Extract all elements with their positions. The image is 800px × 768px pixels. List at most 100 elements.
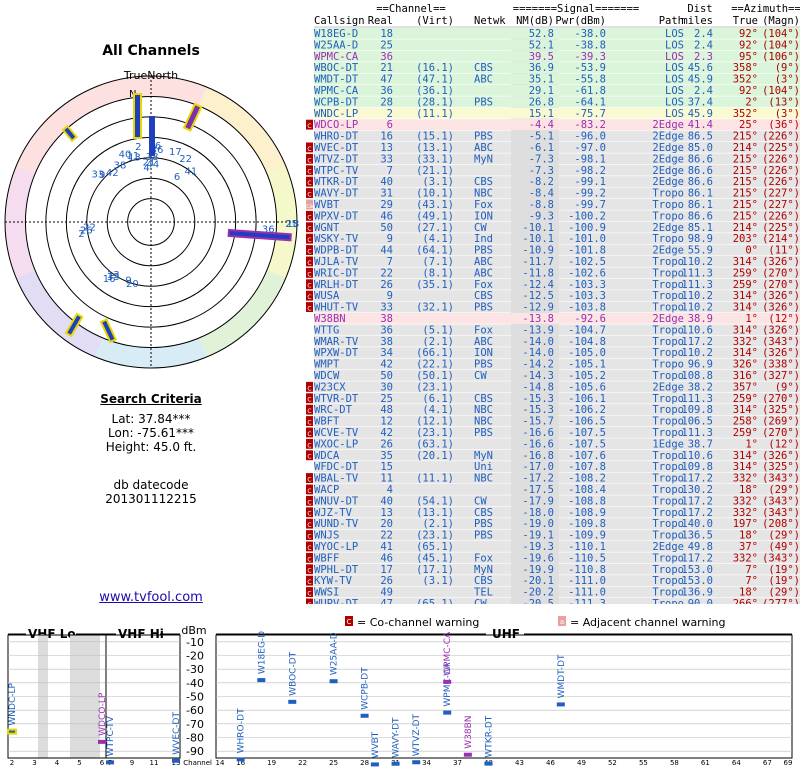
table-cell-path: Tropo [652,393,684,405]
table-cell-magn: (270°) [762,279,800,291]
azimuth-bar-north [133,93,142,139]
table-cell-callsign: WUSA [314,290,340,302]
table-row-bg [314,529,800,541]
compass-north: N [129,89,136,100]
table-cell-miles: 110.6 [681,450,713,462]
table-cell-magn: (29°) [768,484,800,496]
table-col-nm: NM(dB) [516,15,554,27]
table-row-warning-letter: C [307,442,311,449]
table-cell-nm: -14.8 [522,381,554,393]
table-cell-true: 352° [733,108,758,120]
table-cell-callsign: WCPB-DT [314,96,359,108]
table-cell-true: 332° [733,507,758,519]
table-cell-pwr: -105.0 [568,347,606,359]
table-row-warning-icon [306,552,313,563]
table-cell-real: 36 [380,85,393,97]
table-cell-magn: (214°) [762,233,800,245]
table-cell-netwk: ABC [474,256,493,268]
table-cell-netwk: MyN [474,564,493,576]
table-row-warning-letter: C [307,556,311,563]
table-cell-miles: 2.4 [694,85,713,97]
table-col-magn: (Magn) [762,15,800,27]
table-cell-netwk: CW [474,598,487,604]
tvfool-link[interactable]: www.tvfool.com [99,590,203,605]
table-cell-real: 33 [380,302,393,314]
table-cell-pwr: -97.0 [574,142,606,154]
table-cell-real: 7 [387,256,393,268]
table-cell-magn: (36°) [768,119,800,131]
table-row: WNDC-LP 2 (11.1) 15.1 -75.7 LOS 45.9 352° (3°) [314,107,800,120]
table-cell-callsign: WTPC-TV [314,165,359,177]
table-row-bg [314,472,800,484]
table-cell-real: 33 [380,153,393,165]
table-cell-pwr: -107.8 [568,461,606,473]
table-row-bg [314,563,800,575]
table-cell-magn: (49°) [768,541,800,553]
table-row: WHRO-DT 16 (15.1) PBS -5.1 -96.0 2Edge 86.5 215°… [314,130,800,143]
table-cell-netwk: PBS [474,427,493,439]
table-row: W18EG-D 18 52.8 -38.0 LOS 2.4 92° (104°) [314,28,800,40]
table-cell-nm: -19.0 [522,518,554,530]
table-row-warning-icon [306,416,313,426]
table-cell-true: 314° [733,256,758,268]
table-cell-nm: -13.8 [522,313,554,325]
spectrum-marker-label: WDCO-LP [98,692,108,736]
table-cell-magn: (270°) [762,393,800,405]
table-row-bg [314,370,800,381]
table-cell-netwk: PBS [474,302,493,314]
table-row-warning-icon [306,256,313,267]
table-cell-netwk: CBS [474,393,493,405]
table-cell-path: 2Edge [652,153,684,165]
azimuth-chart: TrueNorthN263836172264140111338422339444… [4,69,299,369]
table-cell-path: 2Edge [652,131,684,143]
table-cell-callsign: WRLH-DT [314,279,359,291]
spectrum-marker-label: WPMC-CA [443,662,453,707]
table-cell-true: 7° [745,575,758,587]
table-cell-netwk: NBC [474,416,493,428]
table-row-warning-letter: C [307,591,311,598]
table-cell-pwr: -39.3 [574,51,606,63]
panel-vhf-hi-title: VHF Hi [118,627,164,641]
table-cell-callsign: WVEC-DT [314,142,359,154]
table-cell-pwr: -104.7 [568,324,606,336]
table-cell-netwk: ABC [474,142,493,154]
spectrum-marker [236,757,245,762]
x-tick-label: 3 [32,759,36,767]
table-cell-real: 42 [380,359,393,371]
table-cell-magn: (327°) [762,370,800,382]
azimuth-point-label: 33 [107,272,120,283]
table-cell-true: 203° [733,233,758,245]
table-cell-path: Tropo [652,518,684,530]
table-cell-virt: (17.1) [416,564,454,576]
table-cell-real: 9 [387,290,393,302]
table-cell-pwr: -92.6 [574,313,606,325]
table-row-warning-letter: C [307,271,311,278]
legend-cochannel-letter: C [347,618,352,626]
table-cell-callsign: WUPV-DT [314,598,359,604]
table-cell-pwr: -110.8 [568,564,606,576]
table-cell-path: Tropo [652,564,684,576]
table-cell-real: 26 [380,279,393,291]
table-cell-true: 18° [739,530,758,542]
table-cell-real: 7 [387,165,393,177]
table-cell-true: 0° [745,245,758,257]
table-cell-nm: -19.9 [522,564,554,576]
table-row-bg [314,438,800,450]
table-row-warning-letter: C [307,397,311,404]
table-row-warning-letter: C [307,306,311,313]
spectrum-marker-label: WVBT [371,731,381,758]
azimuth-point-label: 26 [80,225,93,236]
table-cell-nm: -12.5 [522,290,554,302]
table-row-warning-icon [306,222,313,233]
x-tick-label: 58 [670,759,679,767]
table-row-warning-letter: C [307,123,311,130]
table-cell-true: 214° [733,142,758,154]
table-row-bg [314,586,800,598]
table-cell-nm: -7.3 [529,165,554,177]
table-cell-true: 7° [745,564,758,576]
table-row-warning-icon [306,245,313,255]
table-cell-miles: 110.2 [681,256,713,268]
table-cell-magn: (104°) [762,39,800,51]
table-row-warning-letter: C [307,454,311,461]
